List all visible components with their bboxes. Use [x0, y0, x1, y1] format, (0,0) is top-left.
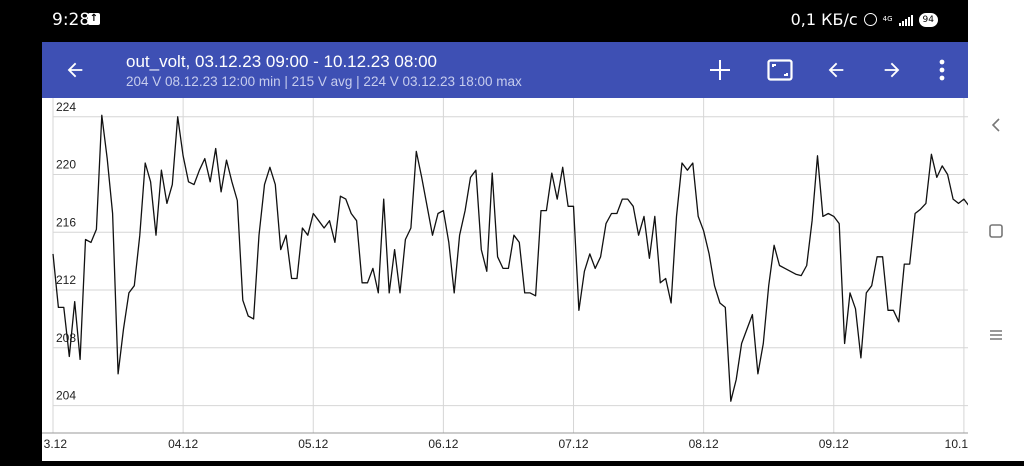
x-tick-label: 04.12	[168, 437, 198, 451]
more-vert-icon	[939, 59, 945, 81]
add-button[interactable]	[698, 42, 742, 98]
fit-screen-button[interactable]	[758, 42, 802, 98]
system-nav-bar	[968, 0, 1024, 461]
app-bar: out_volt, 03.12.23 09:00 - 10.12.23 08:0…	[42, 42, 968, 98]
back-button[interactable]	[53, 42, 97, 98]
x-tick-label: 09.12	[819, 437, 849, 451]
page-subtitle: 204 V 08.12.23 12:00 min | 215 V avg | 2…	[126, 74, 522, 89]
alarm-icon	[863, 13, 877, 26]
network-type: 4G	[882, 15, 893, 23]
menu-icon	[990, 330, 1002, 340]
y-tick-label: 220	[56, 158, 76, 172]
y-tick-label: 204	[56, 389, 76, 403]
arrow-right-icon	[884, 62, 900, 78]
signal-icon	[898, 14, 913, 26]
x-tick-label: 10.1	[945, 437, 968, 451]
x-tick-label: 05.12	[298, 437, 328, 451]
page-title: out_volt, 03.12.23 09:00 - 10.12.23 08:0…	[126, 52, 437, 71]
nav-recents-button[interactable]	[980, 319, 1012, 351]
battery-icon: 94	[918, 12, 938, 27]
voltage-series-line	[52, 114, 970, 402]
chevron-left-icon	[991, 118, 1000, 132]
x-tick-label: 3.12	[44, 437, 68, 451]
back-arrow-icon	[67, 62, 83, 78]
square-icon	[989, 224, 1003, 238]
x-tick-label: 07.12	[558, 437, 588, 451]
nav-back-button[interactable]	[980, 109, 1012, 141]
status-time: 9:28	[52, 10, 91, 30]
x-tick-label: 06.12	[428, 437, 458, 451]
fit-screen-icon	[767, 59, 793, 81]
next-period-button[interactable]	[870, 42, 914, 98]
network-speed: 0,1 КБ/с	[790, 10, 858, 29]
plus-icon	[710, 60, 730, 80]
status-indicators: 0,1 КБ/с 4G 94	[791, 10, 938, 29]
y-tick-label: 224	[56, 100, 76, 114]
more-options-button[interactable]	[920, 42, 964, 98]
x-tick-label: 08.12	[689, 437, 719, 451]
y-tick-label: 212	[56, 273, 76, 287]
status-bar: 9:28 ↑ 0,1 КБ/с 4G 94	[0, 0, 968, 42]
y-tick-label: 216	[56, 215, 76, 229]
chart-area[interactable]: 204 208 212 216 220 224 3.12 04.12 05.12 06.12 07.…	[42, 98, 970, 461]
previous-period-button[interactable]	[814, 42, 858, 98]
nav-home-button[interactable]	[980, 215, 1012, 247]
upload-notification-icon: ↑	[88, 13, 100, 25]
arrow-left-icon	[828, 62, 844, 78]
